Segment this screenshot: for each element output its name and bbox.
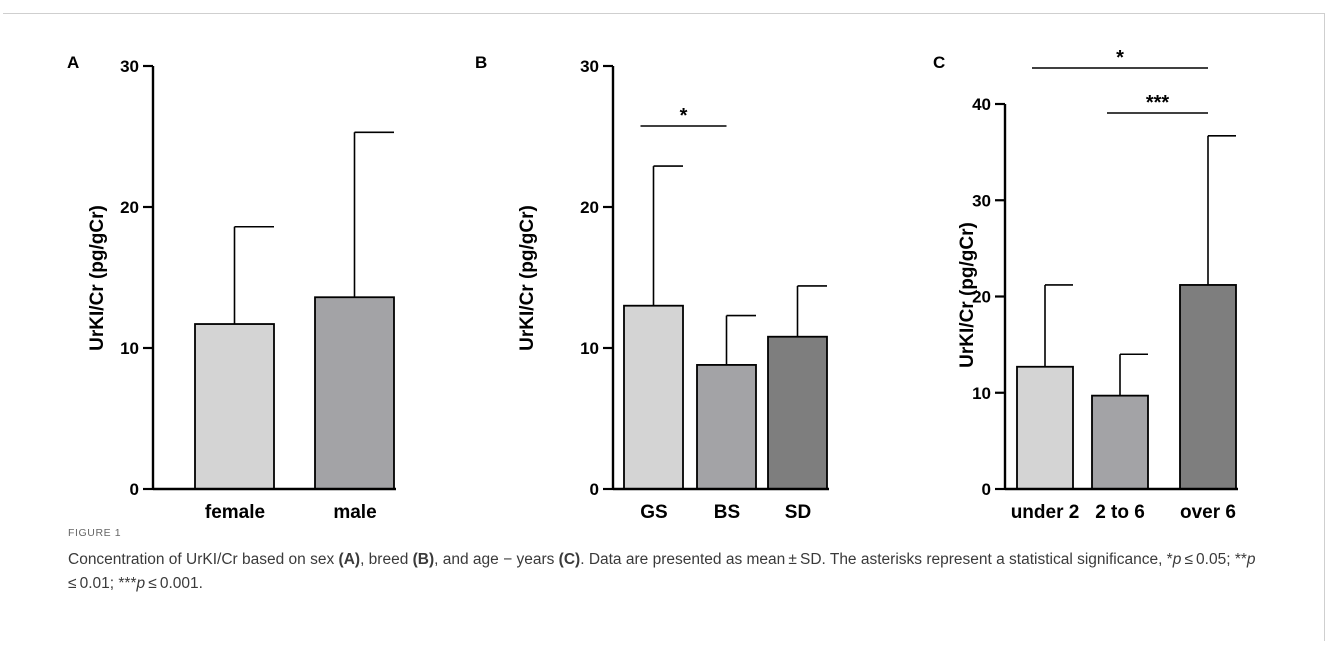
x-tick-label: SD <box>785 502 811 520</box>
bar <box>767 335 828 490</box>
significance-label: * <box>1116 47 1124 69</box>
y-tick-label: 30 <box>120 57 139 76</box>
x-tick-label: GS <box>640 502 667 520</box>
y-tick-label: 0 <box>590 480 599 499</box>
y-tick-label: 30 <box>580 57 599 76</box>
caption-text: Concentration of UrKI/Cr based on sex (A… <box>68 551 1259 592</box>
figure-caption: FIGURE 1 Concentration of UrKI/Cr based … <box>68 527 1268 596</box>
y-tick-label: 40 <box>972 95 991 114</box>
y-tick-label: 10 <box>972 384 991 403</box>
y-tick-label: 10 <box>580 339 599 358</box>
chart-panel-a: A UrKI/Cr (pg/gCr) 0 10 20 30 female male <box>67 53 396 520</box>
figure-svg: A UrKI/Cr (pg/gCr) 0 10 20 30 female male B UrKI/… <box>67 47 1238 520</box>
bar <box>314 296 395 490</box>
y-tick-label: 30 <box>972 191 991 210</box>
y-tick-label: 20 <box>120 198 139 217</box>
bar <box>194 323 275 490</box>
panel-letter: B <box>475 53 487 72</box>
chart-panel-c: C UrKI/Cr (pg/gCr) 0 10 20 30 40 under 2 2 to 6 o… <box>933 47 1238 520</box>
y-axis-label: UrKI/Cr (pg/gCr) <box>957 222 978 368</box>
bar <box>1091 394 1149 490</box>
panel-letter: C <box>933 53 945 72</box>
y-tick-label: 20 <box>580 198 599 217</box>
x-tick-label: male <box>333 502 376 520</box>
bar <box>696 364 757 490</box>
significance-label: *** <box>1146 92 1170 114</box>
y-tick-label: 0 <box>130 480 139 499</box>
bar <box>623 304 684 490</box>
x-tick-label: 2 to 6 <box>1095 502 1145 520</box>
y-tick-label: 20 <box>972 288 991 307</box>
y-axis-label: UrKI/Cr (pg/gCr) <box>87 205 108 351</box>
y-axis-label: UrKI/Cr (pg/gCr) <box>517 205 538 351</box>
figure-label: FIGURE 1 <box>68 527 122 539</box>
chart-panel-b: B UrKI/Cr (pg/gCr) 0 10 20 30 GS BS SD * <box>475 53 829 520</box>
y-tick-label: 10 <box>120 339 139 358</box>
x-tick-label: over 6 <box>1180 502 1236 520</box>
bar <box>1016 365 1074 490</box>
y-tick-label: 0 <box>982 480 991 499</box>
bar <box>1179 284 1237 490</box>
x-tick-label: BS <box>714 502 740 520</box>
x-tick-label: female <box>205 502 265 520</box>
x-tick-label: under 2 <box>1011 502 1080 520</box>
significance-label: * <box>680 105 688 127</box>
figure-frame <box>3 13 1325 641</box>
panel-letter: A <box>67 53 79 72</box>
